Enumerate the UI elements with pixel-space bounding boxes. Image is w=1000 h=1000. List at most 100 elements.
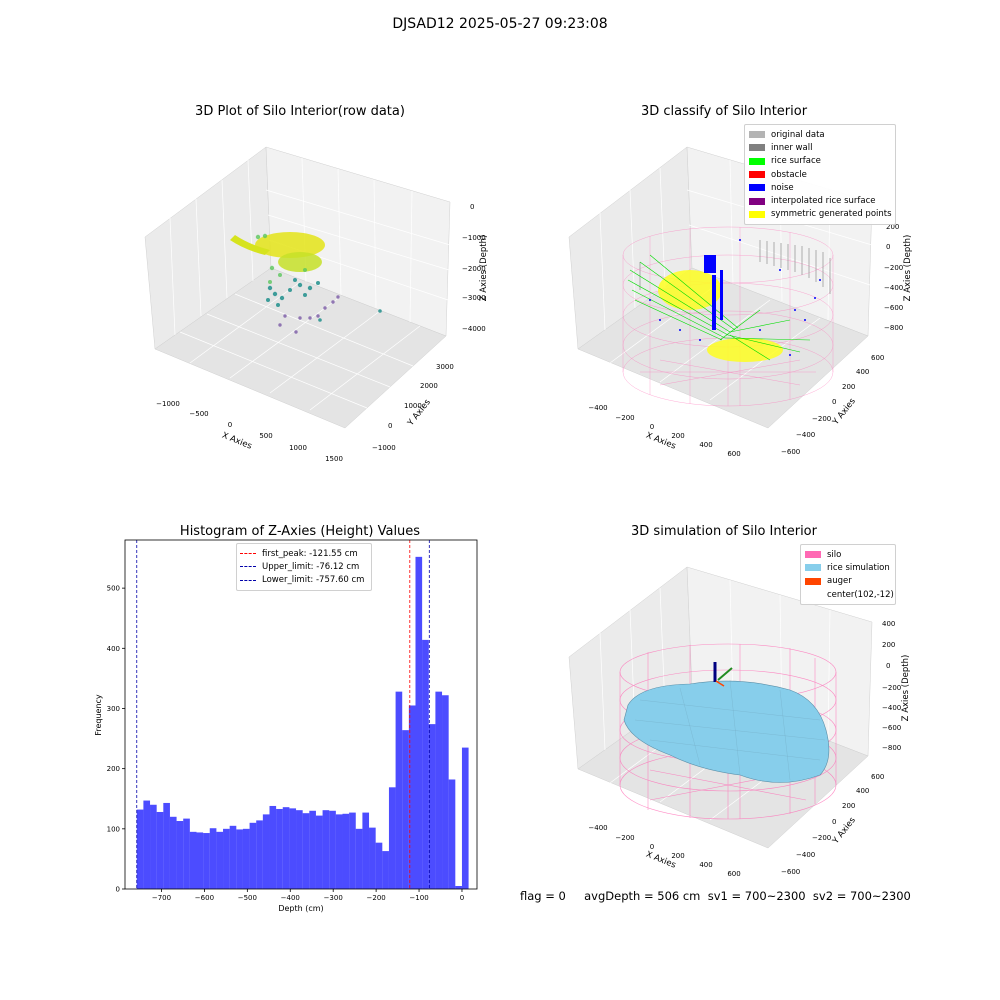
histogram-bar (236, 829, 243, 889)
histogram-bar (276, 808, 283, 889)
p1-xtick-3: 500 (259, 432, 272, 440)
panel4-3d-plot: −400 −200 0 200 400 600 −600 −400 −200 0… (568, 566, 911, 878)
histogram-bar (375, 842, 383, 889)
histogram-bar (349, 812, 356, 889)
legend-swatch (805, 564, 821, 572)
legend-item-silo: silo (805, 548, 891, 561)
p4-ytick-6: 600 (871, 773, 884, 781)
floor-pane (154, 267, 447, 429)
histogram-bar (442, 695, 449, 889)
p2-xtick-1: −200 (615, 414, 634, 422)
p4-ytick-2: −200 (812, 834, 831, 842)
yellow-arm (230, 235, 270, 255)
histogram-bars (136, 556, 469, 889)
histogram-bar (309, 810, 316, 889)
rice-surface-points (627, 254, 811, 361)
x-tick-label: −200 (367, 894, 386, 902)
histogram-chart: −700 −600 −500 −400 −300 −200 −100 0 0 100 200 300… (94, 539, 478, 913)
p4-xtick-0: −400 (588, 824, 607, 832)
x-tick-label: 0 (460, 894, 464, 902)
p4-ztick-6: −800 (882, 744, 901, 752)
p1-ztick-3: −3000 (462, 294, 486, 302)
x-tick-label: −300 (324, 894, 343, 902)
yellow-cluster (255, 232, 325, 258)
legend-item-rice-surface: rice surface (749, 155, 891, 168)
histogram-bar (143, 800, 151, 889)
panel4-legend: silo rice simulation auger center(102,-1… (800, 544, 896, 606)
p1-xtick-0: −1000 (156, 400, 180, 408)
yellow-cluster-2 (278, 252, 322, 272)
histogram-bar (435, 691, 443, 889)
legend-swatch (805, 577, 821, 585)
legend-swatch (749, 144, 765, 152)
p4-ztick-5: −600 (882, 724, 901, 732)
raw-point-cloud (230, 232, 382, 334)
histogram-bar (223, 828, 230, 889)
figure-title: DJSAD12 2025-05-27 09:23:08 (392, 16, 608, 32)
p1-ytick-4: 3000 (436, 363, 454, 371)
legend-blank (805, 591, 821, 598)
legend-swatch (749, 171, 765, 179)
legend-swatch (805, 551, 821, 559)
legend-item-rice-simulation: rice simulation (805, 561, 891, 574)
auger (713, 662, 733, 687)
histogram-bar (448, 779, 456, 889)
legend-item-upper-limit: Upper_limit: -76.12 cm (240, 560, 368, 573)
noise-points (649, 239, 821, 356)
histogram-bar (269, 805, 277, 889)
p4-ytick-5: 400 (856, 787, 869, 795)
histogram-bar (296, 810, 303, 889)
p2-xtick-0: −400 (588, 404, 607, 412)
histogram-bar (455, 885, 462, 889)
legend-item-original-data: original data (749, 128, 891, 141)
p2-xtick-3: 200 (671, 432, 684, 440)
histogram-x-ticks: −700 −600 −500 −400 −300 −200 −100 0 (152, 889, 464, 902)
p1-xtick-2: 0 (228, 421, 232, 429)
p4-xtick-1: −200 (615, 834, 634, 842)
symmetric-points (658, 270, 783, 362)
y-tick-label: 500 (107, 585, 120, 593)
histogram-bar (388, 787, 396, 889)
histogram-bar (249, 822, 257, 889)
histogram-bar (415, 556, 423, 889)
histogram-bar (428, 724, 436, 889)
histogram-bar (216, 831, 224, 889)
legend-item-inner-wall: inner wall (749, 141, 891, 154)
y-tick-label: 200 (107, 765, 120, 773)
p2-ytick-5: 400 (856, 368, 869, 376)
histogram-bar (196, 832, 204, 889)
histogram-reference-lines (136, 540, 430, 889)
p2-ytick-0: −600 (781, 448, 800, 456)
histogram-bar (183, 818, 190, 889)
histogram-bar (335, 814, 343, 889)
y-tick-label: 300 (107, 705, 120, 713)
histogram-bar (302, 813, 310, 889)
p2-ytick-3: 0 (832, 398, 836, 406)
hist-xlabel: Depth (cm) (278, 904, 323, 913)
legend-item-center: center(102,-12) (805, 588, 894, 601)
p4-ztick-4: −400 (882, 704, 901, 712)
histogram-bar (355, 828, 363, 889)
legend-item-interpolated-rice-surface: interpolated rice surface (749, 194, 891, 207)
grid-lines (169, 157, 451, 411)
legend-swatch (749, 157, 765, 165)
p1-ztick-0: 0 (470, 203, 474, 211)
histogram-bar (329, 810, 336, 889)
legend-swatch (749, 131, 765, 139)
legend-item-auger: auger (805, 575, 891, 588)
p1-ztick-1: −1000 (462, 234, 486, 242)
x-tick-label: −700 (152, 894, 171, 902)
p4-xtick-3: 200 (671, 852, 684, 860)
histogram-y-ticks: 0 100 200 300 400 500 (107, 585, 125, 894)
histogram-bar (229, 825, 237, 889)
p4-xtick-2: 0 (650, 843, 654, 851)
legend-swatch (749, 197, 765, 205)
histogram-bar (322, 810, 330, 889)
p4-ztick-2: 0 (886, 662, 890, 670)
p2-ztick-4: −600 (884, 304, 903, 312)
p1-ytick-2: 1000 (404, 402, 422, 410)
y-tick-label: 100 (107, 825, 120, 833)
p2-ztick-1: 0 (886, 243, 890, 251)
p1-xtick-4: 1000 (289, 444, 307, 452)
p4-ztick-0: 400 (882, 620, 895, 628)
